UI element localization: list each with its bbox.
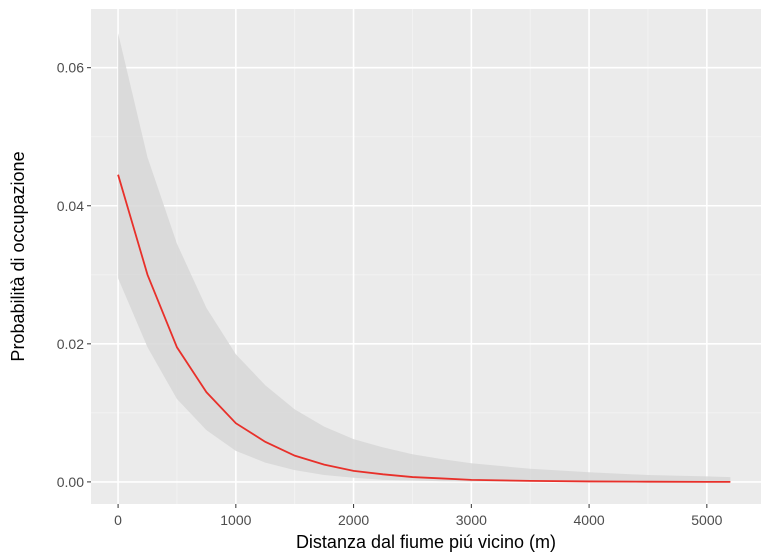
y-tick-label: 0.06 bbox=[57, 60, 84, 76]
x-tick-label: 3000 bbox=[456, 512, 487, 528]
y-tick-label: 0.04 bbox=[57, 198, 84, 214]
y-tick-label: 0.00 bbox=[57, 474, 84, 490]
x-tick-label: 1000 bbox=[220, 512, 251, 528]
y-tick-label: 0.02 bbox=[57, 336, 84, 352]
x-tick-label: 4000 bbox=[574, 512, 605, 528]
x-tick-label: 5000 bbox=[691, 512, 722, 528]
x-tick-label: 0 bbox=[114, 512, 122, 528]
x-tick-label: 2000 bbox=[338, 512, 369, 528]
y-axis-title: Probabilità di occupazione bbox=[8, 151, 28, 361]
x-axis-title: Distanza dal fiume piú vicino (m) bbox=[296, 532, 556, 552]
y-axis: 0.00 0.02 0.04 0.06 bbox=[57, 60, 91, 490]
series-line bbox=[117, 174, 731, 483]
plot-panel bbox=[91, 9, 761, 504]
x-axis: 0 1000 2000 3000 4000 5000 bbox=[114, 504, 723, 528]
